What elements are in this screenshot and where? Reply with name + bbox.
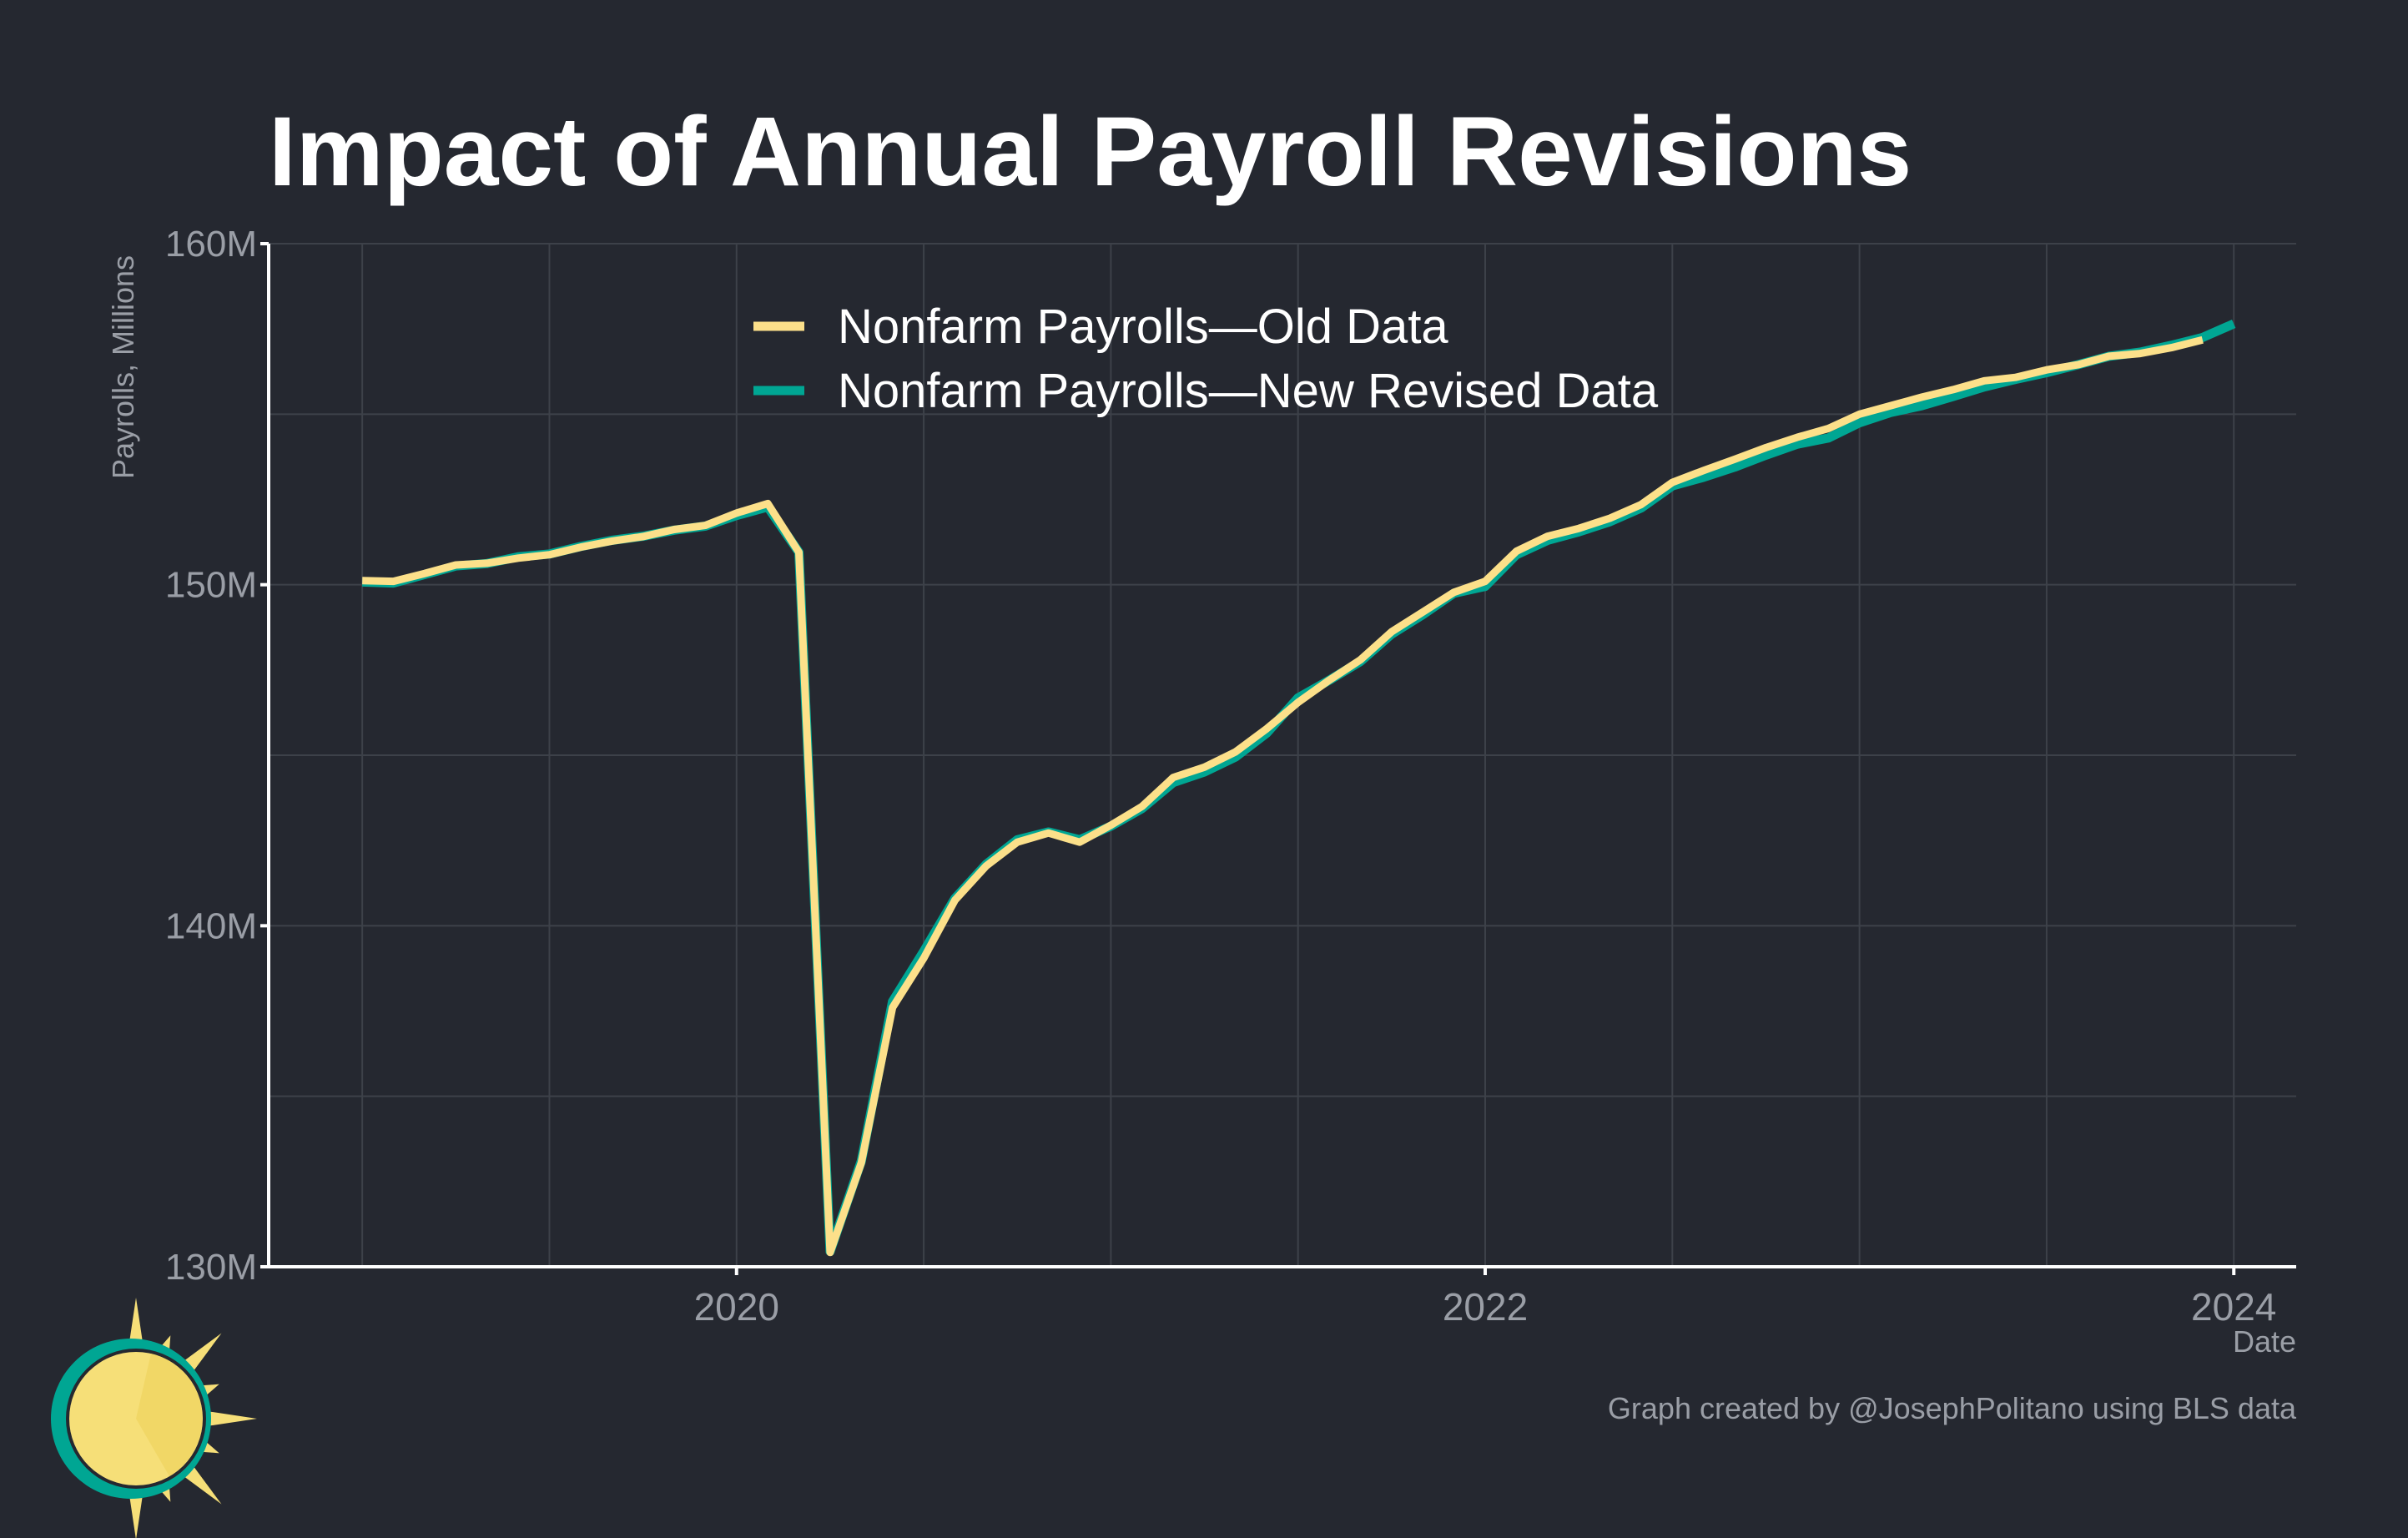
sun-shade-shape: [136, 1354, 203, 1476]
legend-label: Nonfarm Payrolls—Old Data: [838, 300, 1448, 354]
y-tick-label: 130M: [165, 1247, 257, 1288]
legend: Nonfarm Payrolls—Old Data Nonfarm Payroll…: [753, 300, 1659, 418]
y-tick-label: 150M: [165, 565, 257, 606]
gridlines: [269, 243, 2296, 1268]
sun-logo-icon: [51, 1298, 257, 1538]
tick-labels: 130M 140M 150M 160M 2020 2022 2024: [165, 224, 2276, 1329]
x-tick-label: 2022: [1443, 1285, 1528, 1329]
y-axis-label: Payrolls, Millions: [106, 255, 140, 479]
x-tick-label: 2020: [694, 1285, 779, 1329]
legend-label: Nonfarm Payrolls—New Revised Data: [838, 364, 1659, 418]
series-lines: [362, 319, 2236, 1257]
y-tick-label: 140M: [165, 905, 257, 946]
y-tick-label: 160M: [165, 224, 257, 265]
sun-ray-shape: [200, 1409, 257, 1428]
chart-title: Impact of Annual Payroll Revisions: [269, 97, 1912, 207]
axes: [267, 244, 2296, 1268]
series-line-old: [362, 335, 2204, 1257]
x-axis-label: Date: [2233, 1324, 2296, 1359]
x-tick-label: 2024: [2191, 1285, 2276, 1329]
credit-text: Graph created by @JosephPolitano using B…: [1608, 1391, 2297, 1425]
